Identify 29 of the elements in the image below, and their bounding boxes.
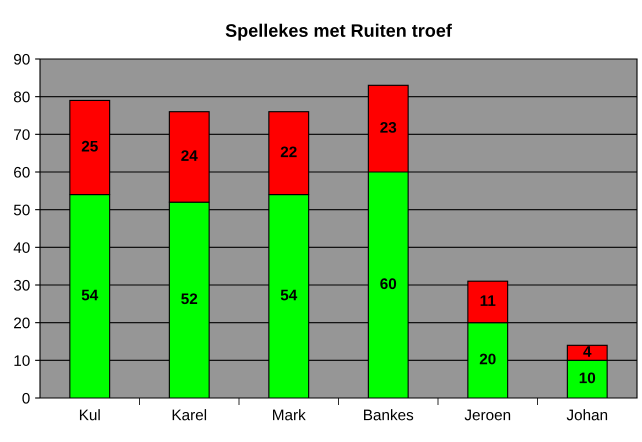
x-tick-label: Jeroen <box>464 410 510 420</box>
y-tick-label: 0 <box>22 392 30 404</box>
y-tick-label: 30 <box>14 280 30 291</box>
data-label: 20 <box>480 354 496 364</box>
data-label: 25 <box>82 140 98 152</box>
y-tick-label: 60 <box>14 166 30 178</box>
data-label: 10 <box>580 372 596 384</box>
data-label: 60 <box>380 278 396 290</box>
y-tick-label: 40 <box>14 242 30 254</box>
data-label: 24 <box>181 150 198 161</box>
y-tick-label: 80 <box>14 92 30 102</box>
chart-title: Spellekes met Ruiten troef <box>226 24 452 41</box>
data-label: 52 <box>181 293 198 304</box>
x-tick-label: Bankes <box>364 409 414 420</box>
y-tick-label: 20 <box>14 318 30 328</box>
data-label: 4 <box>583 346 592 357</box>
data-label: 11 <box>480 295 496 306</box>
x-tick-label: Mark <box>273 409 306 420</box>
x-tick-label: Johan <box>566 409 608 420</box>
data-label: 54 <box>280 290 298 300</box>
y-tick-label: 50 <box>14 204 30 216</box>
data-label: 54 <box>82 290 98 300</box>
data-label: 23 <box>380 122 396 133</box>
x-tick-label: Kul <box>80 409 100 420</box>
y-tick-label: 70 <box>14 129 30 140</box>
x-tick-label: Karel <box>172 409 206 420</box>
y-tick-label: 10 <box>14 355 30 366</box>
data-label: 22 <box>280 146 297 158</box>
y-tick-label: 90 <box>14 54 30 65</box>
